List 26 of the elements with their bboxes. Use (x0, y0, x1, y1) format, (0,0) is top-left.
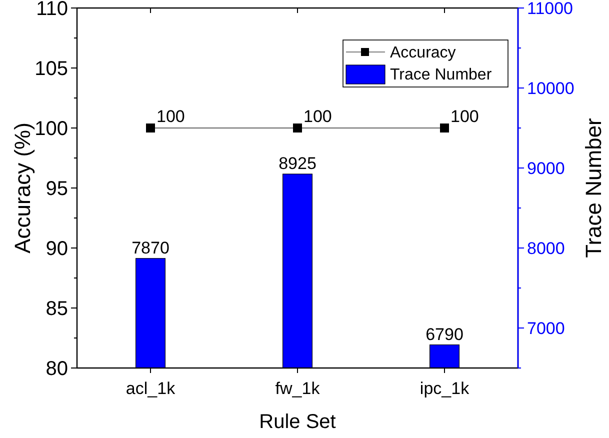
y-tick-label: 85 (46, 298, 68, 320)
y2-tick-label: 10000 (527, 78, 574, 98)
y-tick-label: 90 (46, 238, 68, 260)
data-label: 100 (156, 107, 185, 126)
x-tick-label: acl_1k (126, 379, 176, 398)
y2-tick-label: 11000 (527, 0, 574, 18)
y2-tick-label: 9000 (527, 158, 565, 178)
x-tick-label: ipc_1k (420, 379, 470, 398)
y2-axis-title: Trace Number (581, 118, 606, 258)
data-label: 7870 (132, 238, 170, 258)
y2-tick-label: 8000 (527, 238, 565, 258)
legend-label: Accuracy (390, 44, 456, 62)
y-tick-label: 110 (36, 0, 68, 20)
data-label: 6790 (426, 324, 464, 344)
data-label: 100 (304, 107, 332, 126)
x-axis-title: Rule Set (259, 411, 336, 433)
data-label: 8925 (278, 154, 316, 173)
x-tick-label: fw_1k (275, 379, 320, 398)
y-tick-label: 80 (46, 358, 68, 380)
data-label: 100 (450, 107, 479, 126)
y-axis-title: Accuracy (%) (10, 122, 35, 254)
y-tick-label: 95 (46, 178, 68, 200)
y-tick-label: 105 (34, 58, 68, 80)
y-tick-label: 100 (34, 118, 68, 140)
y2-tick-label: 7000 (527, 318, 565, 338)
legend-label: Trace Number (390, 66, 492, 84)
